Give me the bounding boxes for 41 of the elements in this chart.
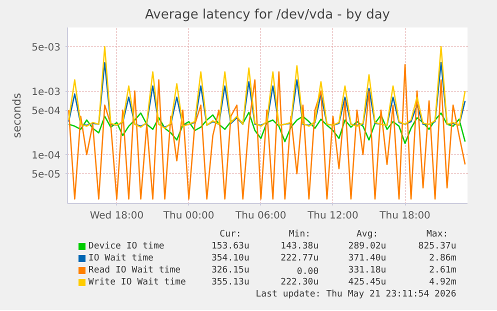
text: 222.77u	[280, 254, 319, 264]
text: 326.15u	[211, 266, 250, 276]
text: Min:	[288, 230, 311, 240]
x-tick-label: Thu 12:00	[306, 210, 358, 222]
text: Max:	[426, 230, 448, 240]
text: 222.30u	[280, 278, 319, 288]
text: 0.00	[296, 267, 319, 277]
text: 425.45u	[348, 278, 386, 288]
legend-label: Device IO time	[88, 242, 164, 252]
text: Avg:	[356, 230, 378, 240]
x-tick-label: Thu 18:00	[378, 210, 430, 222]
legend-label: IO Wait time	[88, 254, 154, 264]
y-tick-label: 1e-04	[32, 150, 61, 162]
legend-label: Write IO Wait time	[88, 278, 186, 288]
chart-title: Average latency for /dev/vda - by day	[145, 8, 390, 22]
text: 371.40u	[348, 254, 386, 264]
text: 354.10u	[211, 254, 250, 264]
x-tick-label: Wed 18:00	[90, 210, 144, 222]
line-series	[68, 112, 466, 144]
text: 4.92m	[429, 278, 456, 288]
y-tick-label: 1e-03	[32, 87, 61, 98]
text: 2.86m	[429, 254, 456, 264]
text: 825.37u	[418, 242, 456, 252]
legend-label: Read IO Wait time	[88, 266, 181, 276]
text: 355.13u	[211, 278, 250, 288]
x-tick-label: Thu 00:00	[162, 210, 214, 222]
text: Cur:	[220, 230, 242, 240]
text: 2.61m	[429, 266, 456, 276]
y-axis-title: seconds	[10, 92, 24, 138]
y-tick-label: 5e-04	[32, 106, 61, 118]
text: 153.63u	[211, 242, 250, 252]
text: Last update: Thu May 21 23:11:54 2026	[256, 290, 456, 300]
text: 143.38u	[280, 242, 319, 252]
text: 331.18u	[348, 266, 386, 276]
line-series	[68, 62, 466, 128]
text: 289.02u	[348, 242, 386, 252]
x-tick-label: Thu 06:00	[234, 210, 286, 222]
y-tick-label: 5e-05	[32, 170, 61, 181]
line-series	[68, 64, 466, 200]
line-series	[68, 46, 466, 129]
y-tick-label: 5e-03	[32, 42, 61, 54]
